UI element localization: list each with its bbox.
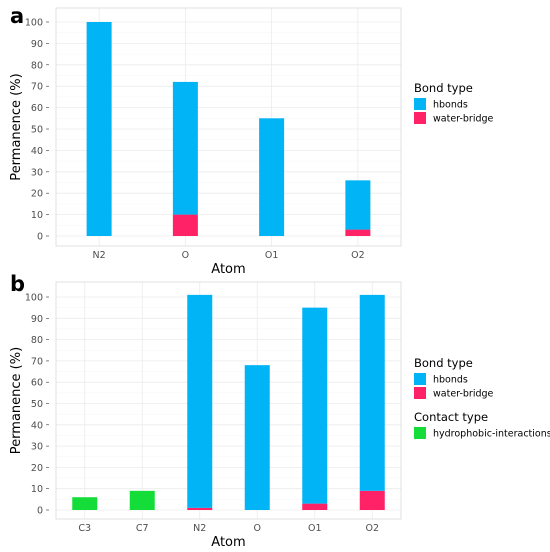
- y-tick-label: 60: [31, 103, 43, 114]
- panel-b-border: [55, 281, 402, 520]
- legend-title: Bond type: [414, 81, 473, 95]
- y-tick-label: 70: [31, 82, 43, 93]
- legend-swatch: [414, 373, 426, 385]
- bar-hbonds-O: [172, 81, 198, 215]
- x-tick-label: O1: [265, 250, 279, 261]
- panel-a-x-axis-title: Atom: [211, 262, 245, 277]
- legend-title: Bond type: [414, 356, 473, 370]
- bar-hbonds-O: [244, 365, 270, 510]
- legend-swatch: [414, 387, 426, 399]
- y-tick-label: 40: [31, 146, 43, 157]
- y-tick-label: 20: [31, 463, 43, 474]
- panel-b-letter: b: [10, 272, 25, 296]
- y-tick-label: 50: [31, 125, 43, 136]
- x-tick-label: O: [182, 250, 189, 261]
- bar-hbonds-N2: [187, 294, 213, 508]
- y-tick-label: 50: [31, 399, 43, 410]
- y-tick-label: 30: [31, 167, 43, 178]
- y-tick-label: 90: [31, 314, 43, 325]
- bar-water-bridge-O2: [359, 490, 385, 510]
- x-tick-label: O1: [308, 523, 322, 534]
- x-tick-label: O2: [351, 250, 365, 261]
- x-tick-label: O2: [365, 523, 379, 534]
- panel-b: b 0 10 20 30 40 50 60 70 80 90 100 C3 C7 N2 O O1 O2 Ato…: [9, 272, 550, 550]
- bar-hbonds-O2: [359, 294, 385, 491]
- y-tick-label: 100: [25, 293, 43, 304]
- x-tick-label: O: [254, 523, 261, 534]
- panel-b-x-ticks: C3 C7 N2 O O1 O2: [78, 523, 379, 534]
- panel-a-letter: a: [10, 4, 24, 28]
- bar-water-bridge-N2: [187, 507, 213, 510]
- y-tick-label: 80: [31, 60, 43, 71]
- y-tick-label: 100: [25, 18, 43, 29]
- legend-swatch: [414, 98, 426, 110]
- panel-b-bars: [72, 294, 385, 510]
- y-tick-label: 80: [31, 335, 43, 346]
- panel-b-y-ticks: 0 10 20 30 40 50 60 70 80 90 100: [25, 293, 49, 517]
- legend-swatch: [414, 427, 426, 439]
- x-tick-label: N2: [93, 250, 106, 261]
- legend-label: water-bridge: [433, 389, 494, 400]
- panel-b-x-axis-title: Atom: [211, 535, 245, 550]
- panel-b-legend: Bond type hbonds water-bridge Contact type h…: [414, 356, 550, 440]
- x-tick-label: N2: [193, 523, 206, 534]
- bar-hbonds-O2: [345, 180, 371, 230]
- y-tick-label: 90: [31, 39, 43, 50]
- panel-a-y-axis-title: Permanence (%): [9, 73, 24, 180]
- bar-hydrophobic-interactions-C7: [129, 490, 155, 510]
- y-tick-label: 0: [37, 506, 43, 517]
- y-tick-label: 70: [31, 356, 43, 367]
- legend-swatch: [414, 112, 426, 124]
- panel-a-border: [55, 7, 402, 247]
- y-tick-label: 0: [37, 232, 43, 243]
- y-tick-label: 30: [31, 442, 43, 453]
- panel-a-bars: [86, 22, 371, 236]
- bar-hbonds-N2: [86, 22, 112, 236]
- legend-label: water-bridge: [433, 114, 494, 125]
- panel-a-legend: Bond type hbonds water-bridge: [414, 81, 494, 125]
- y-tick-label: 40: [31, 420, 43, 431]
- bar-water-bridge-O: [172, 214, 198, 236]
- x-tick-label: C7: [136, 523, 149, 534]
- bar-water-bridge-O1: [302, 503, 328, 510]
- bar-water-bridge-O2: [345, 229, 371, 236]
- legend-label: hydrophobic-interactions: [433, 429, 550, 440]
- legend-label: hbonds: [433, 100, 468, 111]
- y-tick-label: 60: [31, 378, 43, 389]
- y-tick-label: 10: [31, 210, 43, 221]
- panel-b-grid: [56, 282, 401, 519]
- y-tick-label: 20: [31, 189, 43, 200]
- panel-b-y-axis-title: Permanence (%): [9, 347, 24, 454]
- legend-title: Contact type: [414, 410, 488, 424]
- bar-hbonds-O1: [302, 307, 328, 504]
- legend-label: hbonds: [433, 375, 468, 386]
- panel-a: a 0 10 20 30 40 50 60 70 80 90 100 N2 O O1 O2 Atom Pe…: [9, 4, 494, 277]
- panel-a-x-ticks: N2 O O1 O2: [93, 250, 365, 261]
- panel-a-y-ticks: 0 10 20 30 40 50 60 70 80 90 100: [25, 18, 49, 243]
- bar-hbonds-O1: [259, 118, 285, 236]
- y-tick-label: 10: [31, 484, 43, 495]
- bar-hydrophobic-interactions-C3: [72, 497, 98, 510]
- x-tick-label: C3: [78, 523, 91, 534]
